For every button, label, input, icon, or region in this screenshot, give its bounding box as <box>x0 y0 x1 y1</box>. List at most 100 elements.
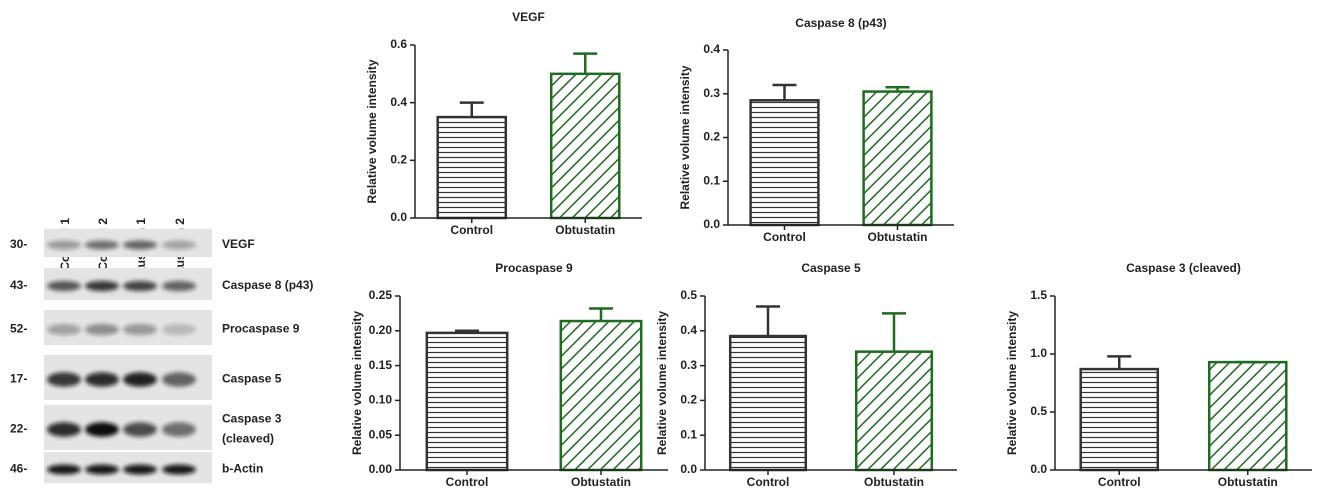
bar <box>561 321 641 470</box>
blot-band <box>47 422 81 436</box>
protein-label: b-Actin <box>222 462 263 476</box>
y-tick-label: 0.4 <box>390 95 407 109</box>
y-tick-label: 0.5 <box>680 288 697 302</box>
blot-band <box>85 465 119 475</box>
blot-band <box>123 422 157 436</box>
blot-band <box>85 422 119 436</box>
y-tick-label: 0.0 <box>1030 462 1047 476</box>
mw-marker: 43- <box>10 278 27 292</box>
error-bar <box>460 103 484 117</box>
y-tick-label: 0.10 <box>369 393 393 407</box>
blot-band <box>162 324 196 335</box>
mw-marker: 30- <box>10 237 27 251</box>
chart-title: Procaspase 9 <box>495 261 573 275</box>
error-bar <box>573 54 597 74</box>
bar <box>856 352 932 470</box>
y-tick-label: 0.1 <box>680 427 697 441</box>
blot-band <box>123 372 157 386</box>
x-tick-label: Obtustatin <box>868 230 928 244</box>
protein-label: Caspase 5 <box>222 372 282 386</box>
error-bar <box>882 313 906 351</box>
blot-band <box>47 324 81 335</box>
y-tick-label: 0.0 <box>390 210 407 224</box>
bar <box>551 74 619 218</box>
protein-label: Caspase 3 <box>222 412 282 426</box>
blot-band <box>162 465 196 475</box>
blot-band <box>162 281 196 291</box>
y-tick-label: 0.2 <box>680 393 697 407</box>
chart-title: Caspase 5 <box>801 261 861 275</box>
x-tick-label: Control <box>450 223 493 237</box>
y-tick-label: 0.0 <box>680 462 697 476</box>
bar-chart: Caspase 5 Relative volume intensity 0.0 0.1… <box>655 261 957 489</box>
bar <box>1081 369 1158 470</box>
blot-band <box>47 372 81 386</box>
chart-title: VEGF <box>512 10 545 24</box>
y-tick-label: 1.0 <box>1030 346 1047 360</box>
y-axis-label: Relative volume intensity <box>350 311 364 455</box>
blot-band <box>47 465 81 475</box>
blot-band <box>123 281 157 291</box>
bar-chart: Caspase 3 (cleaved)Relative volume inten… <box>1005 261 1312 489</box>
y-tick-label: 0.2 <box>390 153 407 167</box>
mw-marker: 52- <box>10 322 27 336</box>
y-tick-label: 0.15 <box>369 358 393 372</box>
protein-label: Procaspase 9 <box>222 322 300 336</box>
blot-band <box>162 241 196 250</box>
blot-band <box>123 241 157 250</box>
bar-chart: Caspase 8 (p43) Relative volume intensity… <box>678 16 954 244</box>
y-axis-label: Relative volume intensity <box>655 311 669 455</box>
x-tick-label: Obtustatin <box>571 475 631 489</box>
chart-title: Caspase 8 (p43) <box>795 16 886 30</box>
bar <box>438 117 506 218</box>
mw-marker: 22- <box>10 422 27 436</box>
x-tick-label: Control <box>1098 475 1141 489</box>
blot-band <box>47 281 81 291</box>
bar-chart: Procaspase 9 Relative volume intensity 0.0… <box>350 261 668 489</box>
y-tick-label: 0.4 <box>703 42 720 56</box>
error-bar <box>589 309 613 322</box>
y-tick-label: 0.2 <box>703 130 720 144</box>
protein-label: Caspase 8 (p43) <box>222 278 313 292</box>
error-bar <box>1107 356 1131 369</box>
blot-band <box>123 324 157 335</box>
y-tick-label: 0.0 <box>703 217 720 231</box>
y-tick-label: 0.6 <box>390 37 407 51</box>
blot-band <box>123 465 157 475</box>
bar <box>751 100 819 225</box>
blot-band <box>162 422 196 436</box>
bar <box>427 333 507 470</box>
blot-band <box>85 241 119 250</box>
bar <box>864 92 932 225</box>
y-tick-label: 0.05 <box>369 427 393 441</box>
x-tick-label: Control <box>446 475 489 489</box>
y-tick-label: 1.5 <box>1030 288 1047 302</box>
bar <box>730 336 806 470</box>
blot-band <box>85 281 119 291</box>
y-axis-label: Relative volume intensity <box>1005 311 1019 455</box>
bar-chart: VEGF Relative volume intensity 0.0 0.2 0.4 0.… <box>365 10 642 237</box>
y-tick-label: 0.25 <box>369 288 393 302</box>
x-tick-label: Obtustatin <box>864 475 924 489</box>
y-tick-label: 0.3 <box>703 86 720 100</box>
y-tick-label: 0.4 <box>680 323 697 337</box>
error-bar <box>773 85 797 100</box>
protein-label: VEGF <box>222 237 255 251</box>
error-bar <box>756 306 780 336</box>
blot-band <box>85 372 119 386</box>
blot-band <box>47 241 81 250</box>
y-tick-label: 0.20 <box>369 323 393 337</box>
y-axis-label: Relative volume intensity <box>365 59 379 203</box>
x-tick-label: Control <box>747 475 790 489</box>
protein-label: (cleaved) <box>222 432 274 446</box>
mw-marker: 46- <box>10 462 27 476</box>
y-axis-label: Relative volume intensity <box>678 65 692 209</box>
y-tick-label: 0.00 <box>369 462 393 476</box>
bar <box>1209 362 1286 470</box>
blot-band <box>85 324 119 335</box>
x-tick-label: Obtustatin <box>555 223 615 237</box>
x-tick-label: Obtustatin <box>1218 475 1278 489</box>
figure: Control 1Control 2Obtustatin 1Obtustatin… <box>0 0 1325 492</box>
y-tick-label: 0.3 <box>680 358 697 372</box>
y-tick-label: 0.1 <box>703 173 720 187</box>
